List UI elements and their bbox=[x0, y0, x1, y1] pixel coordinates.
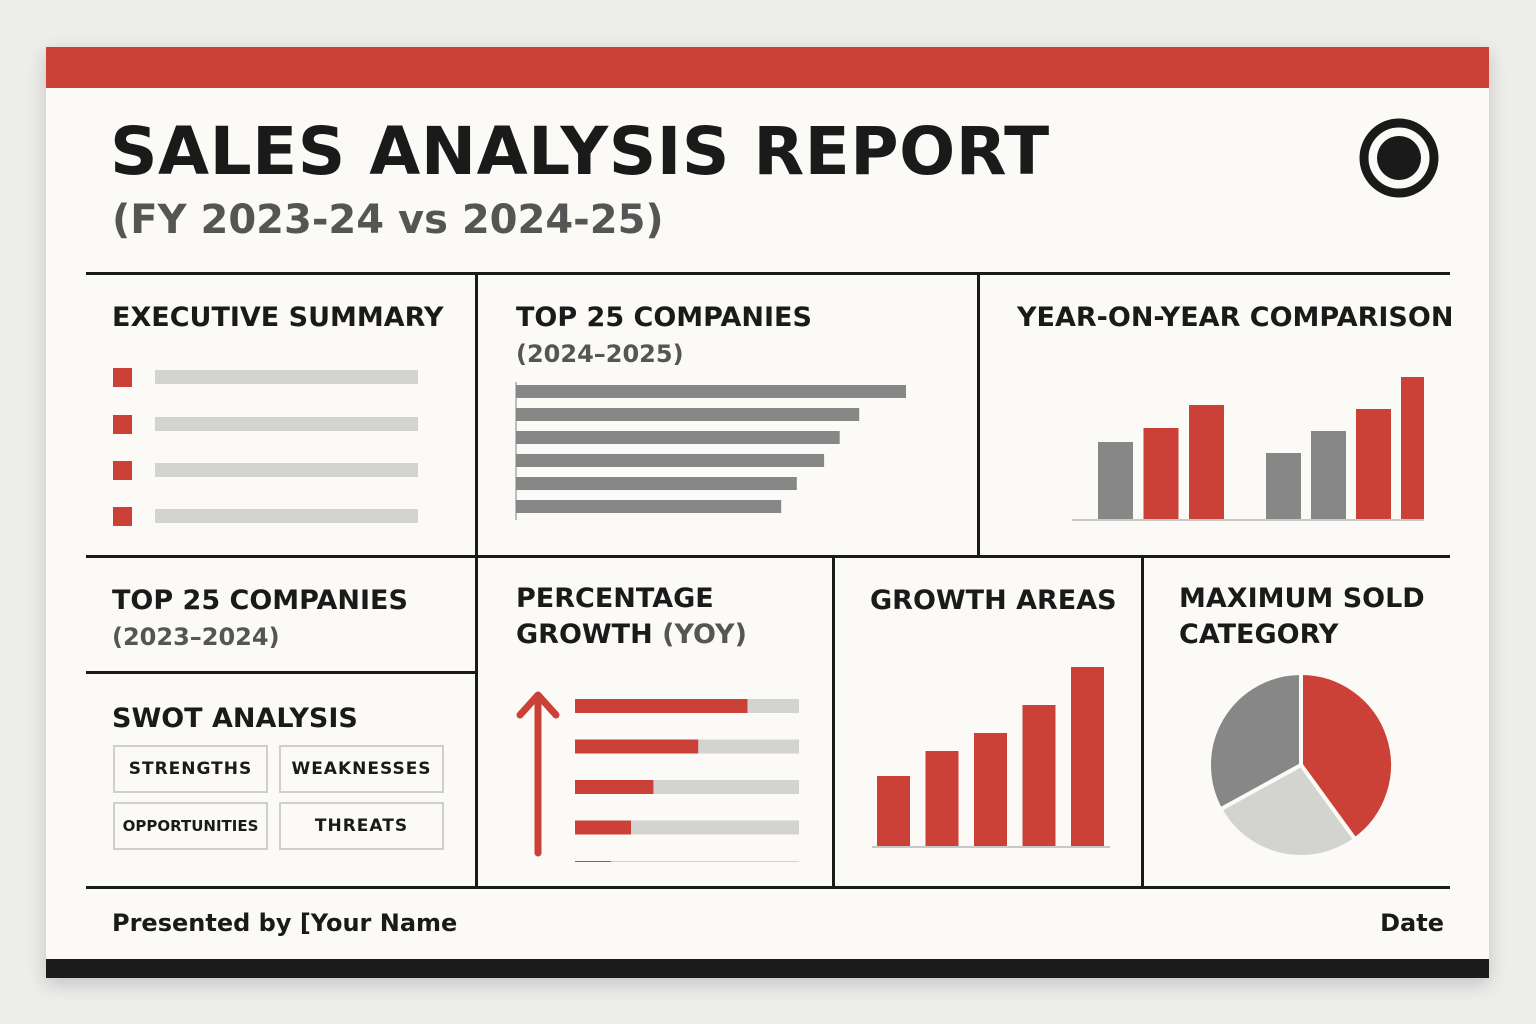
percentage-growth-line2: GROWTH bbox=[516, 619, 653, 650]
footer-date: Date bbox=[1380, 909, 1444, 937]
top25-previous-period: (2023–2024) bbox=[112, 623, 280, 651]
growth-bar-fill bbox=[575, 861, 611, 862]
growth-areas-chart bbox=[872, 667, 1110, 848]
yoy-title: YEAR-ON-YEAR COMPARISON bbox=[1017, 302, 1454, 333]
max-sold-line2: CATEGORY bbox=[1179, 619, 1339, 650]
executive-summary-list bbox=[113, 368, 418, 526]
top25-current-chart bbox=[515, 382, 906, 520]
report-card: SALES ANALYSIS REPORT (FY 2023-24 vs 202… bbox=[46, 47, 1489, 978]
grid-divider-2 bbox=[977, 272, 980, 558]
bar bbox=[516, 385, 906, 398]
bar bbox=[516, 477, 797, 490]
yoy-chart bbox=[1072, 377, 1424, 521]
pie-slice bbox=[1207, 671, 1303, 812]
max-sold-pie-chart bbox=[1207, 671, 1395, 859]
bar bbox=[877, 776, 910, 846]
grid-line-top bbox=[86, 272, 1450, 275]
top25-previous-title: TOP 25 COMPANIES (2023–2024) bbox=[112, 583, 408, 655]
bar bbox=[1143, 428, 1179, 519]
bar bbox=[1071, 667, 1104, 846]
growth-bar-fill bbox=[575, 780, 654, 794]
swot-weaknesses[interactable]: WEAKNESSES bbox=[279, 745, 444, 793]
summary-item bbox=[113, 461, 418, 480]
max-sold-title: MAXIMUM SOLD CATEGORY bbox=[1179, 581, 1425, 653]
percentage-growth-suffix: (YOY) bbox=[662, 619, 747, 650]
report-title: SALES ANALYSIS REPORT bbox=[110, 113, 1050, 190]
grid-divider-1 bbox=[475, 272, 478, 889]
bar bbox=[516, 454, 825, 467]
percentage-growth-line1: PERCENTAGE bbox=[516, 583, 714, 614]
percentage-growth-chart bbox=[575, 699, 799, 862]
bar bbox=[974, 733, 1007, 846]
bar bbox=[1401, 377, 1424, 519]
top25-current-period: (2024–2025) bbox=[516, 340, 684, 368]
pie-slice bbox=[1299, 671, 1395, 842]
target-logo-icon bbox=[1359, 118, 1439, 198]
top25-previous-heading: TOP 25 COMPANIES bbox=[112, 585, 408, 616]
bar bbox=[516, 408, 860, 421]
up-arrow-icon bbox=[516, 691, 560, 857]
grid-line-bottom bbox=[86, 886, 1450, 889]
bar bbox=[1266, 453, 1301, 519]
growth-bar-fill bbox=[575, 699, 748, 713]
bar bbox=[1356, 409, 1391, 519]
growth-bar-fill bbox=[575, 739, 699, 754]
grid-line-left-split bbox=[86, 671, 476, 674]
bar bbox=[1189, 405, 1224, 519]
bar bbox=[925, 751, 959, 846]
pie-slice bbox=[1218, 763, 1358, 859]
executive-summary-title: EXECUTIVE SUMMARY bbox=[112, 302, 444, 333]
max-sold-line1: MAXIMUM SOLD bbox=[1179, 583, 1425, 614]
percentage-growth-title: PERCENTAGE GROWTH (YOY) bbox=[516, 581, 747, 653]
growth-bar-fill bbox=[575, 820, 631, 835]
bottom-bar bbox=[46, 959, 1489, 978]
bar bbox=[1098, 442, 1133, 519]
grid-line-middle bbox=[86, 555, 1450, 558]
top-accent-bar bbox=[46, 47, 1489, 88]
bar bbox=[516, 431, 840, 444]
bar bbox=[1311, 431, 1346, 519]
summary-item bbox=[113, 507, 418, 526]
top25-current-heading: TOP 25 COMPANIES bbox=[516, 302, 812, 333]
swot-strengths[interactable]: STRENGTHS bbox=[113, 745, 268, 793]
growth-areas-title: GROWTH AREAS bbox=[870, 585, 1117, 616]
summary-item bbox=[113, 415, 418, 434]
growth-bar-track bbox=[575, 861, 799, 862]
top25-current-title: TOP 25 COMPANIES (2024–2025) bbox=[516, 300, 812, 372]
presented-by: Presented by [Your Name bbox=[112, 909, 458, 937]
grid-divider-4 bbox=[1141, 555, 1144, 889]
grid-divider-3 bbox=[832, 555, 835, 889]
swot-title: SWOT ANALYSIS bbox=[112, 703, 358, 734]
report-subtitle: (FY 2023-24 vs 2024-25) bbox=[112, 197, 664, 243]
bar bbox=[516, 500, 782, 513]
summary-item bbox=[113, 368, 418, 387]
swot-opportunities[interactable]: OPPORTUNITIES bbox=[113, 802, 268, 850]
bar bbox=[1022, 705, 1056, 846]
swot-threats[interactable]: THREATS bbox=[279, 802, 444, 850]
